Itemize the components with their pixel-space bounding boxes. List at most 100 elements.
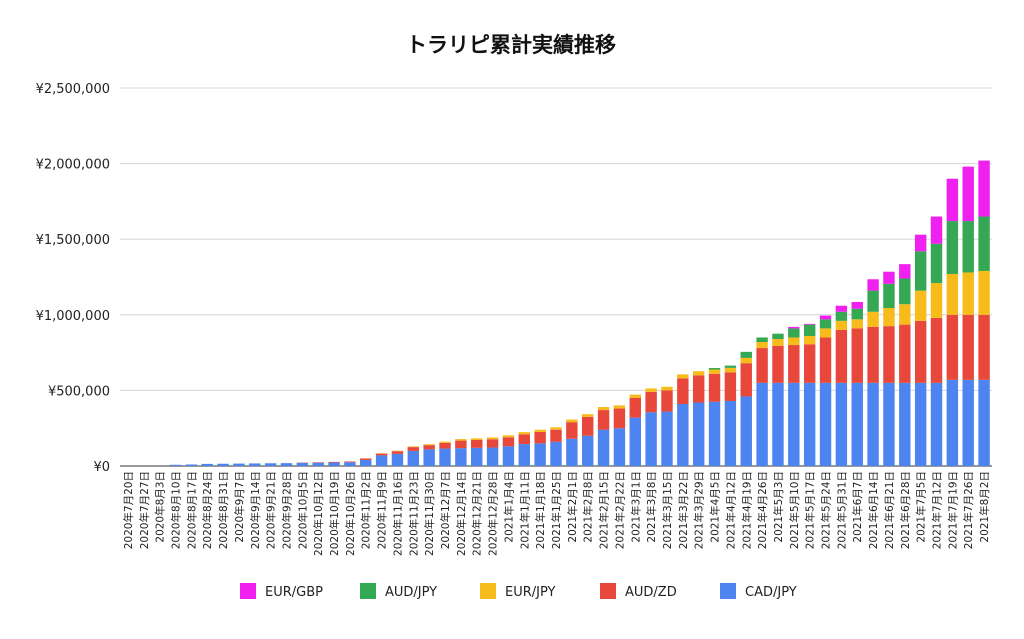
bar-segment — [803, 323, 816, 325]
x-tick-label: 2020年8月17日 — [185, 471, 198, 549]
x-tick-label: 2020年12月7日 — [439, 471, 452, 549]
x-tick-label: 2021年2月1日 — [566, 471, 579, 543]
bar-segment — [851, 308, 863, 320]
bar-segment — [423, 445, 435, 450]
x-tick-label: 2021年6月28日 — [899, 471, 912, 549]
bar-segment — [883, 307, 895, 327]
bar-segment — [692, 371, 705, 376]
bar-segment — [471, 447, 483, 466]
bar-segment — [899, 304, 911, 325]
bar-segment — [502, 435, 515, 438]
bar-segment — [550, 441, 562, 466]
bar-segment — [724, 400, 737, 466]
bar-segment — [264, 463, 277, 466]
x-tick-label: 2020年11月9日 — [376, 471, 389, 549]
bar-segment — [756, 337, 768, 343]
x-tick-label: 2021年3月29日 — [693, 471, 706, 549]
bar-segment — [692, 402, 705, 466]
x-tick-label: 2021年2月22日 — [613, 471, 626, 549]
bar-segment — [360, 459, 372, 466]
bar-segment — [914, 234, 927, 252]
bar-segment — [724, 367, 737, 373]
legend-label: AUD/JPY — [385, 585, 437, 600]
x-tick-label: 2021年7月12日 — [931, 471, 944, 549]
bar-segment — [518, 432, 530, 435]
x-tick-label: 2020年10月12日 — [312, 471, 325, 556]
bar-segment — [835, 329, 848, 383]
x-tick-label: 2021年6月14日 — [867, 471, 880, 549]
bar-segment — [629, 394, 641, 398]
x-axis-ticks: 2020年7月20日 2020年7月27日 2020年8月3日 2020年8月10日 2… — [122, 471, 991, 556]
x-tick-label: 2020年10月19日 — [328, 471, 341, 556]
bar-segment — [677, 404, 689, 466]
x-tick-label: 2020年10月26日 — [344, 471, 357, 556]
x-tick-label: 2020年12月21日 — [471, 471, 484, 556]
x-tick-label: 2021年4月26日 — [756, 471, 769, 549]
bar-segment — [962, 314, 974, 380]
x-tick-label: 2020年9月7日 — [233, 471, 246, 543]
bar-segment — [455, 440, 467, 449]
bar-segment — [423, 444, 435, 446]
bar-segment — [486, 437, 499, 440]
x-tick-label: 2021年5月17日 — [804, 471, 817, 549]
bar-segment — [233, 463, 245, 466]
bar-segment — [645, 391, 657, 413]
bar-segment — [328, 461, 340, 463]
x-tick-label: 2020年9月28日 — [280, 471, 293, 549]
legend: EUR/GBP AUD/JPY EUR/JPY AUD/ZD CAD/JPY — [240, 583, 797, 600]
bar-segment — [819, 328, 832, 338]
bar-segment — [677, 374, 689, 379]
bar-segment — [835, 311, 848, 321]
bar-segment — [375, 453, 388, 456]
x-tick-label: 2020年8月3日 — [154, 471, 167, 543]
legend-swatch — [480, 583, 496, 599]
y-tick-label: ¥2,500,000 — [36, 82, 110, 97]
x-tick-label: 2021年3月1日 — [629, 471, 642, 543]
bar-segment — [788, 345, 800, 383]
bar-segment — [518, 444, 530, 466]
bar-segment — [740, 396, 752, 466]
bar-segment — [708, 401, 721, 466]
bar-segment — [455, 439, 467, 441]
y-tick-label: ¥1,500,000 — [36, 233, 110, 248]
bar-segment — [629, 417, 641, 466]
bar-segment — [360, 458, 372, 460]
x-tick-label: 2020年10月5日 — [296, 471, 309, 549]
chart-title: トラリピ累計実績推移 — [406, 33, 616, 57]
bar-segment — [169, 464, 182, 466]
y-tick-label: ¥2,000,000 — [36, 158, 110, 173]
bar-segment — [708, 373, 721, 402]
x-tick-label: 2020年12月28日 — [487, 471, 500, 556]
x-tick-label: 2021年2月8日 — [582, 471, 595, 543]
bar-segment — [375, 455, 388, 466]
bar-segment — [471, 438, 483, 440]
bar-segment — [613, 408, 626, 429]
bar-segment — [328, 462, 340, 466]
bar-segment — [867, 311, 879, 327]
bar-segment — [756, 348, 768, 383]
bar-segment — [645, 412, 657, 466]
bar-segment — [582, 435, 594, 466]
bar-segment — [280, 463, 293, 466]
x-tick-label: 2021年6月7日 — [851, 471, 864, 543]
bar-segment — [867, 279, 879, 291]
bar-segment — [788, 337, 800, 346]
bar-segment — [391, 453, 404, 466]
bar-segment — [661, 390, 673, 412]
bar-segment — [867, 290, 879, 312]
bar-segment — [978, 314, 990, 380]
bar-segment — [344, 461, 356, 463]
bar-segment — [550, 427, 562, 430]
x-tick-label: 2020年7月20日 — [122, 471, 135, 549]
bar-segment — [946, 221, 959, 274]
bar-segment — [978, 216, 990, 271]
bar-segment — [677, 378, 689, 405]
bar-segment — [851, 301, 863, 309]
x-tick-label: 2020年11月30日 — [423, 471, 436, 556]
x-tick-label: 2021年1月4日 — [502, 471, 515, 543]
x-tick-label: 2020年8月31日 — [217, 471, 230, 549]
bar-segment — [914, 290, 927, 321]
bar-segment — [946, 314, 959, 380]
bar-segment — [899, 382, 911, 466]
bar-segment — [597, 429, 610, 466]
